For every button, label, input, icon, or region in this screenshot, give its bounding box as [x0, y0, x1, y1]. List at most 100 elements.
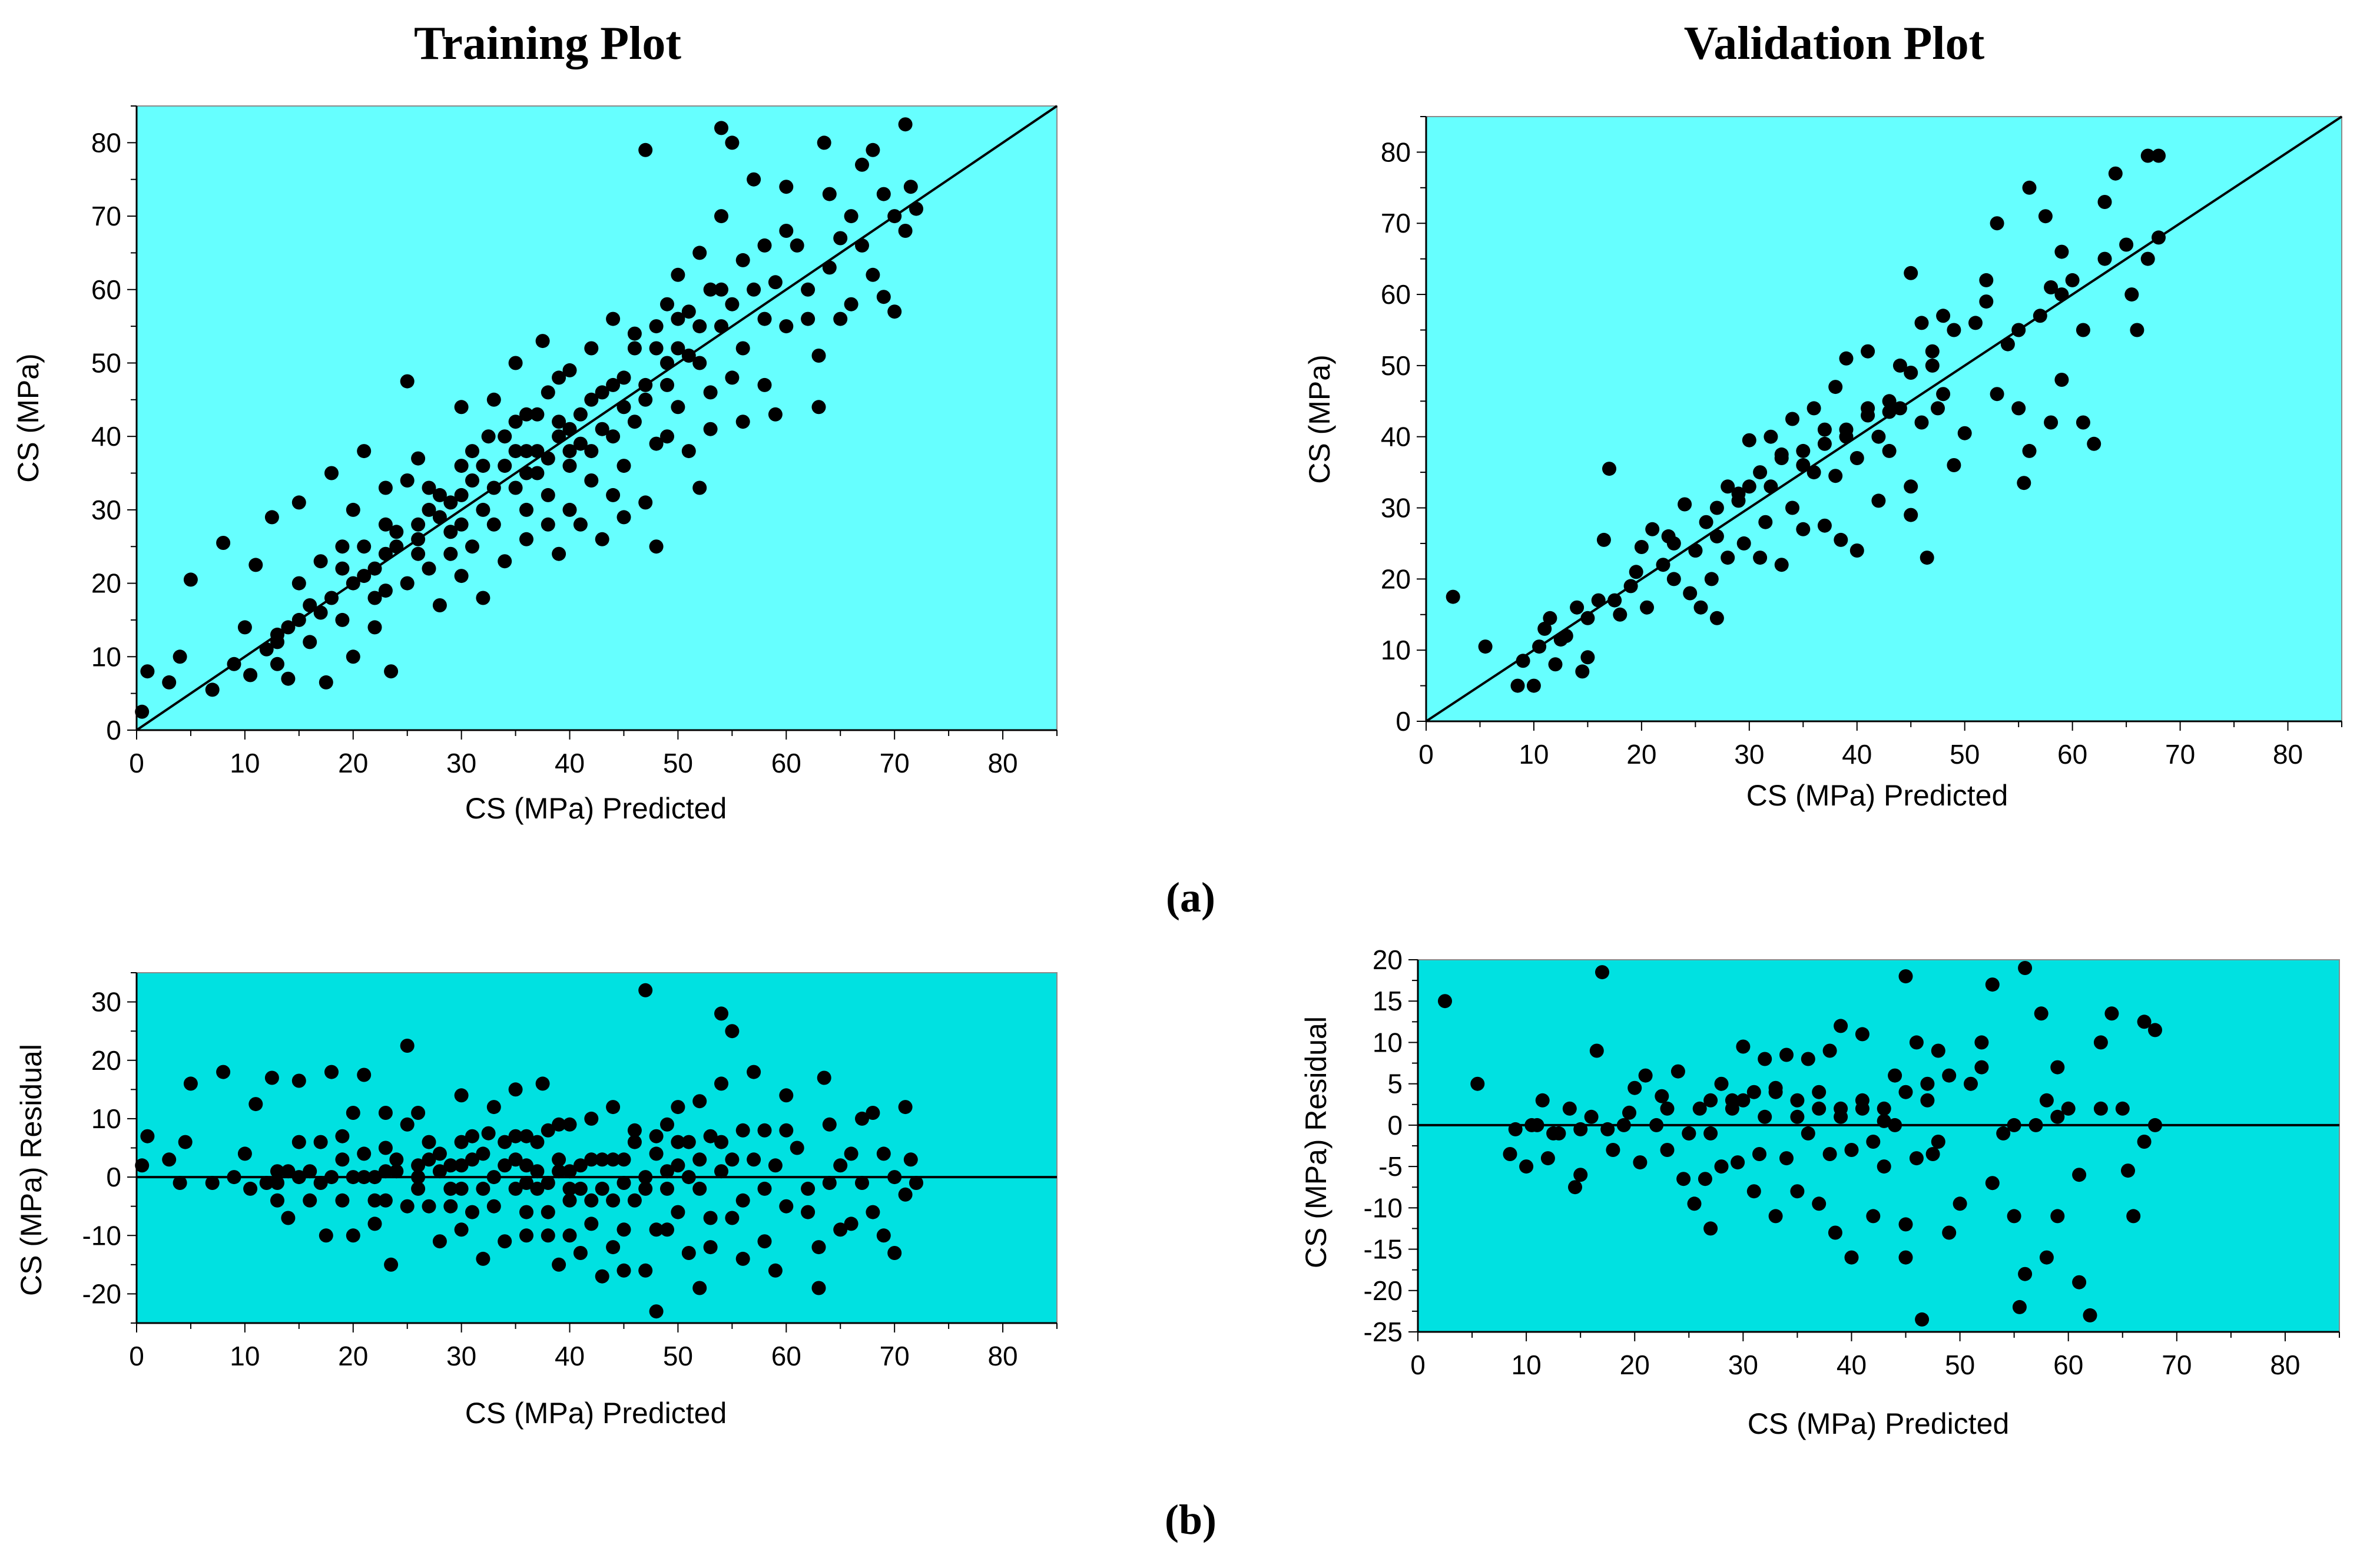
data-point	[1953, 1196, 1967, 1211]
y-tick-label: 20	[1381, 563, 1411, 594]
data-point	[1979, 294, 1994, 309]
data-point	[573, 407, 588, 422]
data-point	[817, 1070, 831, 1085]
data-point	[844, 1146, 858, 1161]
data-point	[1446, 589, 1460, 604]
data-point	[378, 480, 393, 495]
data-point	[703, 1211, 718, 1225]
data-point	[616, 1152, 631, 1167]
data-point	[1812, 1101, 1827, 1116]
data-point	[1622, 1105, 1636, 1120]
x-tick-label: 0	[129, 748, 144, 778]
x-tick-label: 70	[880, 748, 910, 778]
y-tick-label: 60	[1381, 279, 1411, 310]
data-point	[725, 297, 740, 311]
x-tick-label: 0	[129, 1341, 144, 1371]
data-point	[1503, 1147, 1517, 1161]
data-point	[562, 422, 577, 436]
data-point	[541, 517, 555, 532]
data-point	[595, 1181, 609, 1196]
data-point	[2050, 1109, 2065, 1124]
data-point	[324, 1065, 339, 1079]
data-point	[703, 385, 718, 400]
data-point	[1914, 316, 1929, 330]
data-point	[1753, 551, 1768, 565]
data-point	[367, 1170, 382, 1185]
data-point	[627, 1135, 642, 1149]
data-point	[747, 282, 761, 297]
y-tick-label: -25	[1364, 1317, 1403, 1347]
data-point	[1709, 529, 1724, 543]
data-point	[248, 1097, 263, 1112]
data-point	[498, 429, 512, 444]
data-point	[1990, 216, 2004, 231]
data-point	[2054, 287, 2069, 302]
y-tick-label: 20	[1373, 944, 1403, 975]
data-point	[1898, 1250, 1913, 1265]
data-point	[2007, 1209, 2021, 1224]
data-point	[346, 502, 360, 517]
y-tick-label: 70	[1381, 208, 1411, 238]
data-point	[1584, 1109, 1599, 1124]
data-point	[411, 546, 426, 561]
data-point	[1796, 522, 1811, 536]
data-point	[291, 1073, 306, 1088]
data-point	[876, 1228, 891, 1243]
data-point	[1785, 412, 1799, 426]
x-tick-label: 30	[1728, 1350, 1758, 1380]
data-point	[1645, 522, 1660, 536]
y-axis-label: CS (MPa)	[12, 353, 45, 482]
data-point	[649, 539, 664, 554]
data-point	[855, 238, 869, 253]
data-point	[367, 591, 382, 605]
data-point	[2017, 476, 2031, 490]
training-residual-chart: 0 10 20 30 40 50 60 70 80 -20 -10 0 10 20 30 CS (MPa) …	[15, 972, 1058, 1430]
data-point	[747, 172, 761, 187]
data-point	[243, 668, 258, 682]
data-point	[606, 377, 621, 392]
data-point	[1602, 462, 1616, 476]
y-tick-label: 10	[91, 641, 121, 672]
x-tick-label: 40	[555, 1341, 585, 1371]
data-point	[432, 488, 447, 502]
data-point	[660, 1181, 674, 1196]
data-point	[2018, 961, 2033, 975]
data-point	[2022, 180, 2037, 195]
data-point	[725, 1024, 740, 1039]
data-point	[1828, 380, 1843, 395]
data-point	[216, 536, 231, 550]
data-point	[1866, 1135, 1881, 1149]
data-point	[454, 1088, 469, 1103]
data-point	[400, 1199, 415, 1214]
data-point	[389, 1164, 404, 1179]
y-tick-label: -5	[1378, 1151, 1403, 1182]
data-point	[703, 1129, 718, 1143]
data-point	[1746, 1184, 1761, 1199]
data-point	[606, 1152, 621, 1167]
data-point	[616, 459, 631, 473]
data-point	[757, 311, 772, 326]
data-point	[2011, 323, 2026, 337]
data-point	[2108, 166, 2123, 181]
data-point	[1704, 572, 1719, 586]
data-point	[606, 429, 621, 444]
y-tick-label: -10	[1364, 1192, 1403, 1223]
data-point	[1898, 969, 1913, 984]
y-tick-label: 30	[91, 987, 121, 1017]
data-point	[2028, 1118, 2043, 1132]
data-point	[1535, 1093, 1550, 1108]
data-point	[2044, 415, 2059, 430]
x-tick-label: 40	[555, 748, 585, 778]
data-point	[1692, 1101, 1707, 1116]
data-point	[1660, 1101, 1675, 1116]
data-point	[411, 532, 426, 546]
data-point	[681, 1246, 696, 1260]
data-point	[638, 983, 653, 997]
data-point	[2065, 273, 2080, 287]
data-point	[270, 635, 284, 649]
data-point	[660, 297, 674, 311]
data-point	[291, 1135, 306, 1149]
data-point	[400, 1117, 415, 1132]
data-point	[757, 1123, 772, 1138]
data-point	[649, 319, 664, 334]
